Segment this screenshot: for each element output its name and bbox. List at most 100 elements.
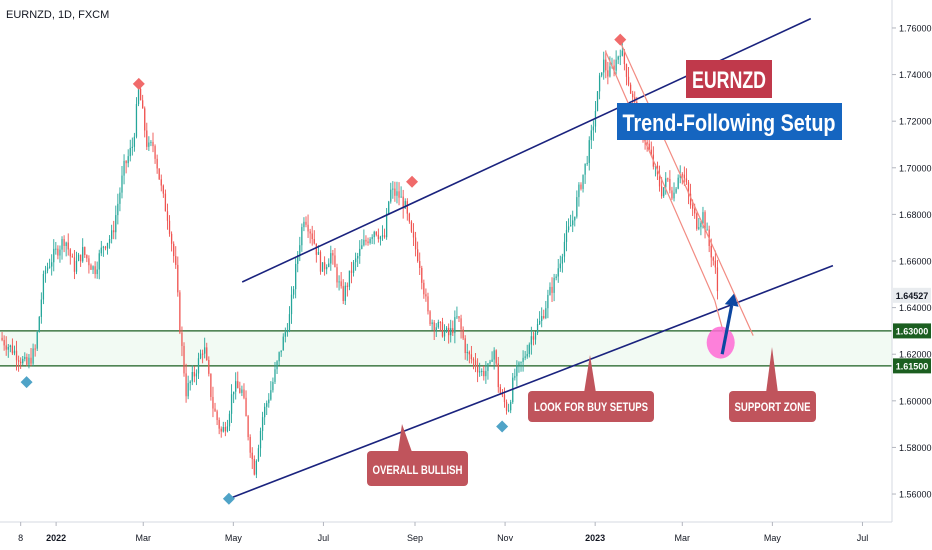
candle-body: [212, 396, 214, 409]
candle-body: [660, 186, 663, 197]
candle-body: [586, 162, 588, 164]
candle-body: [375, 231, 377, 235]
candle-body: [354, 258, 357, 263]
candle-body: [156, 158, 158, 169]
candle-body: [398, 191, 400, 198]
candle-body: [476, 366, 479, 373]
candle-body: [57, 248, 59, 256]
candle-body: [489, 361, 491, 364]
candle-body: [369, 238, 371, 244]
candle-body: [28, 357, 30, 365]
candle-body: [181, 332, 183, 346]
candle-body: [299, 245, 301, 256]
candle-body: [346, 285, 348, 287]
candle-body: [206, 347, 208, 361]
candle-body: [305, 221, 307, 225]
channel-line-0[interactable]: [604, 51, 716, 301]
candle-body: [330, 253, 332, 264]
title-line1: EURNZD: [692, 67, 766, 94]
candle-body: [239, 388, 241, 393]
candle-body: [208, 360, 210, 374]
candle-body: [9, 345, 11, 347]
candle-body: [439, 321, 442, 323]
candle-body: [493, 350, 495, 360]
x-tick-label: Sep: [407, 533, 423, 543]
x-tick-label: Jul: [318, 533, 330, 543]
candle-body: [410, 221, 413, 232]
candle-body: [90, 265, 92, 270]
candle-body: [580, 184, 582, 189]
candle-body: [313, 239, 315, 244]
trendline-lower_trend[interactable]: [228, 264, 834, 500]
support-zone-band: [0, 330, 892, 366]
candle-body: [88, 258, 90, 266]
candle-body: [264, 406, 266, 418]
candle-body: [487, 363, 489, 371]
candle-body: [75, 260, 78, 272]
candle-body: [706, 229, 708, 231]
candle-body: [183, 345, 185, 374]
channel-line-1[interactable]: [619, 41, 754, 336]
candle-body: [507, 410, 510, 412]
candle-body: [106, 243, 109, 249]
candle-body: [574, 216, 576, 221]
candle-body: [315, 243, 317, 255]
candle-body: [454, 317, 456, 334]
candle-body: [402, 196, 404, 209]
candle-body: [53, 248, 55, 263]
candle-body: [218, 419, 220, 429]
candle-body: [365, 239, 367, 242]
candle-body: [702, 212, 704, 224]
candle-body: [295, 263, 297, 290]
x-tick-label: May: [764, 533, 782, 543]
y-tick-label: 1.66000: [899, 257, 932, 267]
candle-body: [96, 269, 98, 275]
price-tags: 1.64527 1.63000 1.61500: [893, 287, 931, 374]
candle-body: [286, 331, 289, 333]
candle-body: [419, 261, 421, 268]
candle-body: [5, 345, 7, 350]
candle-body: [195, 373, 198, 377]
candle-body: [578, 184, 580, 198]
candle-body: [220, 428, 222, 432]
bullish-arrow-shaft: [720, 305, 734, 355]
candle-body: [570, 225, 572, 227]
candle-body: [450, 328, 452, 336]
x-tick-label: 8: [18, 533, 23, 543]
symbol-label[interactable]: EURNZD, 1D, FXCM: [6, 9, 109, 21]
candle-body: [646, 142, 648, 144]
candle-body: [292, 289, 295, 295]
y-tick-label: 1.60000: [899, 396, 932, 406]
candle-body: [601, 72, 603, 76]
candle-body: [290, 294, 293, 315]
y-tick-label: 1.56000: [899, 490, 932, 500]
candle-body: [685, 178, 688, 183]
candle-body: [603, 59, 605, 73]
candle-body: [458, 316, 460, 319]
candle-body: [137, 88, 140, 105]
candle-body: [598, 75, 601, 92]
candle-body: [441, 322, 444, 337]
candle-body: [26, 356, 28, 365]
price-axis[interactable]: 1.56000 1.58000 1.60000 1.62000 1.64000 1.660…: [892, 23, 932, 500]
time-axis[interactable]: 8 2022 Mar May Jul Sep Nov 2023 Mar May Jul: [18, 522, 868, 543]
candle-body: [166, 211, 169, 221]
candle-body: [443, 330, 446, 337]
candle-body: [400, 196, 402, 198]
candle-body: [352, 262, 355, 273]
candle-body: [108, 239, 111, 244]
candle-body: [481, 370, 483, 372]
trendline-upper_trend[interactable]: [241, 17, 812, 283]
candle-body: [17, 360, 20, 362]
candle-body: [679, 174, 681, 178]
callout-buy-pointer: [584, 355, 596, 393]
candle-body: [168, 220, 171, 234]
candle-body: [590, 130, 592, 141]
candle-body: [193, 371, 195, 377]
x-tick-label: Mar: [136, 533, 152, 543]
candle-body: [235, 381, 237, 392]
candle-body: [323, 262, 326, 270]
candle-body: [503, 394, 506, 403]
candle-body: [113, 230, 115, 233]
